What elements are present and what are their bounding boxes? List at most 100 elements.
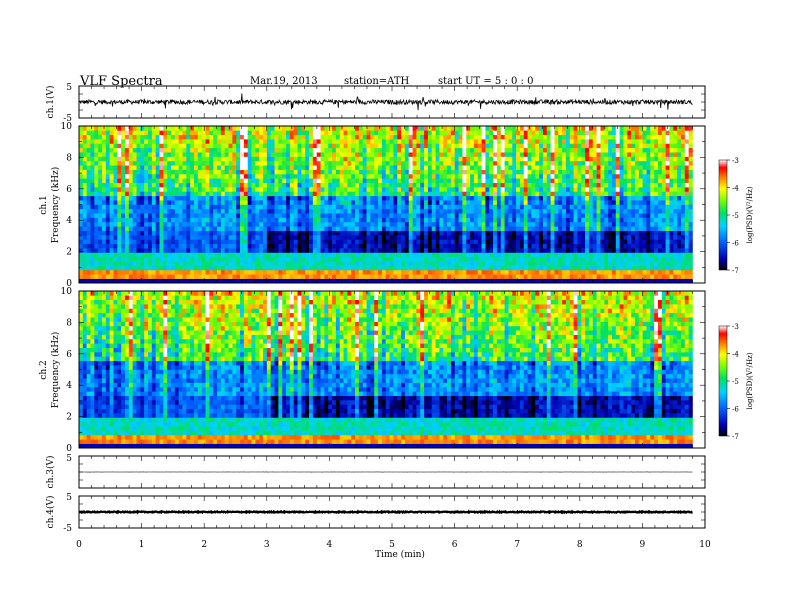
spectrogram-cell <box>562 278 567 284</box>
spectrogram-cell <box>98 230 103 236</box>
spectrogram-cell <box>401 261 406 266</box>
spectrogram-cell <box>140 173 145 179</box>
spectrogram-cell <box>389 208 394 214</box>
spectrogram-cell <box>201 143 206 149</box>
spectrogram-cell <box>581 252 586 258</box>
spectrogram-cell <box>424 169 429 175</box>
spectrogram-cell <box>209 274 214 279</box>
spectrogram-cell <box>259 139 264 144</box>
spectrogram-cell <box>343 130 348 136</box>
spectrogram-cell <box>297 217 302 223</box>
spectrogram-cell <box>454 134 459 140</box>
spectrogram-cell <box>270 165 275 170</box>
spectrogram-cell <box>209 235 214 240</box>
spectrogram-cell <box>496 169 502 175</box>
spectrogram-cell <box>79 256 84 262</box>
spectrogram-cell <box>79 195 84 201</box>
spectrogram-cell <box>220 239 225 245</box>
spectrogram-cell <box>370 165 375 170</box>
spectrogram-cell <box>278 143 283 149</box>
spectrogram-cell <box>546 187 551 192</box>
spectrogram-cell <box>485 191 490 197</box>
spectrogram-cell <box>585 130 590 136</box>
spectrogram-cell <box>458 239 463 245</box>
spectrogram-cell <box>351 213 356 218</box>
spectrogram-cell <box>278 226 283 231</box>
spectrogram-cell <box>82 156 87 162</box>
spectrogram-cell <box>374 126 379 131</box>
spectrogram-cell <box>385 278 390 284</box>
spectrogram-cell <box>439 165 444 170</box>
spectrogram-cell <box>332 178 337 183</box>
spectrogram-cell <box>588 256 594 262</box>
spectrogram-cell <box>105 139 110 144</box>
spectrogram-cell <box>148 126 153 131</box>
spectrogram-cell <box>481 165 486 170</box>
spectrogram-cell <box>167 269 172 275</box>
spectrogram-cell <box>128 156 133 162</box>
spectrogram-cell <box>324 230 329 236</box>
spectrogram-cell <box>558 187 563 192</box>
spectrogram-cell <box>435 195 440 201</box>
spectrogram-cell <box>435 160 440 166</box>
spectrogram-cell <box>366 217 371 223</box>
spectrogram-cell <box>282 191 287 197</box>
spectrogram-cell <box>232 252 237 258</box>
spectrogram-cell <box>335 152 341 157</box>
spectrogram-cell <box>109 134 114 140</box>
spectrogram-cell <box>420 182 425 188</box>
spectrogram-cell <box>516 204 521 210</box>
spectrogram-cell <box>508 274 513 279</box>
spectrogram-cell <box>439 195 444 201</box>
spectrogram-cell <box>255 204 260 210</box>
spectrogram-cell <box>224 200 229 205</box>
spectrogram-cell <box>289 173 295 179</box>
spectrogram-cell <box>531 221 536 227</box>
spectrogram-cell <box>481 239 486 245</box>
spectrogram-cell <box>259 160 264 166</box>
spectrogram-cell <box>481 235 486 240</box>
spectrogram-cell <box>213 152 218 157</box>
spectrogram-cell <box>79 143 84 149</box>
spectrogram-cell <box>94 152 99 157</box>
spectrogram-cell <box>454 160 459 166</box>
spectrogram-cell <box>366 191 371 197</box>
spectrogram-cell <box>132 126 137 131</box>
spectrogram-cell <box>427 221 433 227</box>
spectrogram-cell <box>416 182 421 188</box>
spectrogram-cell <box>339 248 344 253</box>
spectrogram-cell <box>546 200 551 205</box>
spectrogram-cell <box>324 126 329 131</box>
spectrogram-cell <box>167 152 172 157</box>
spectrogram-cell <box>328 256 333 262</box>
spectrogram-cell <box>255 147 260 153</box>
spectrogram-cell <box>393 213 398 218</box>
spectrogram-cell <box>347 165 352 170</box>
spectrogram-cell <box>473 217 479 223</box>
spectrogram-cell <box>523 252 528 258</box>
spectrogram-cell <box>366 221 371 227</box>
spectrogram-cell <box>155 200 160 205</box>
spectrogram-cell <box>121 182 126 188</box>
spectrogram-cell <box>473 178 479 183</box>
spectrogram-cell <box>194 169 199 175</box>
spectrogram-cell <box>320 143 325 149</box>
spectrogram-cell <box>527 221 532 227</box>
spectrogram-cell <box>316 274 321 279</box>
spectrogram-cell <box>220 152 225 157</box>
spectrogram-cell <box>259 278 264 284</box>
spectrogram-cell <box>148 235 153 240</box>
spectrogram-cell <box>489 147 494 153</box>
spectrogram-cell <box>366 256 371 262</box>
spectrogram-cell <box>335 274 341 279</box>
spectrogram-cell <box>585 269 590 275</box>
spectrogram-cell <box>535 235 540 240</box>
spectrogram-cell <box>144 126 149 131</box>
spectrogram-cell <box>397 182 402 188</box>
spectrogram-cell <box>94 191 99 197</box>
spectrogram-cell <box>232 156 237 162</box>
spectrogram-cell <box>447 278 452 284</box>
spectrogram-cell <box>240 248 245 253</box>
spectrogram-cell <box>236 147 241 153</box>
spectrogram-cell <box>266 269 272 275</box>
